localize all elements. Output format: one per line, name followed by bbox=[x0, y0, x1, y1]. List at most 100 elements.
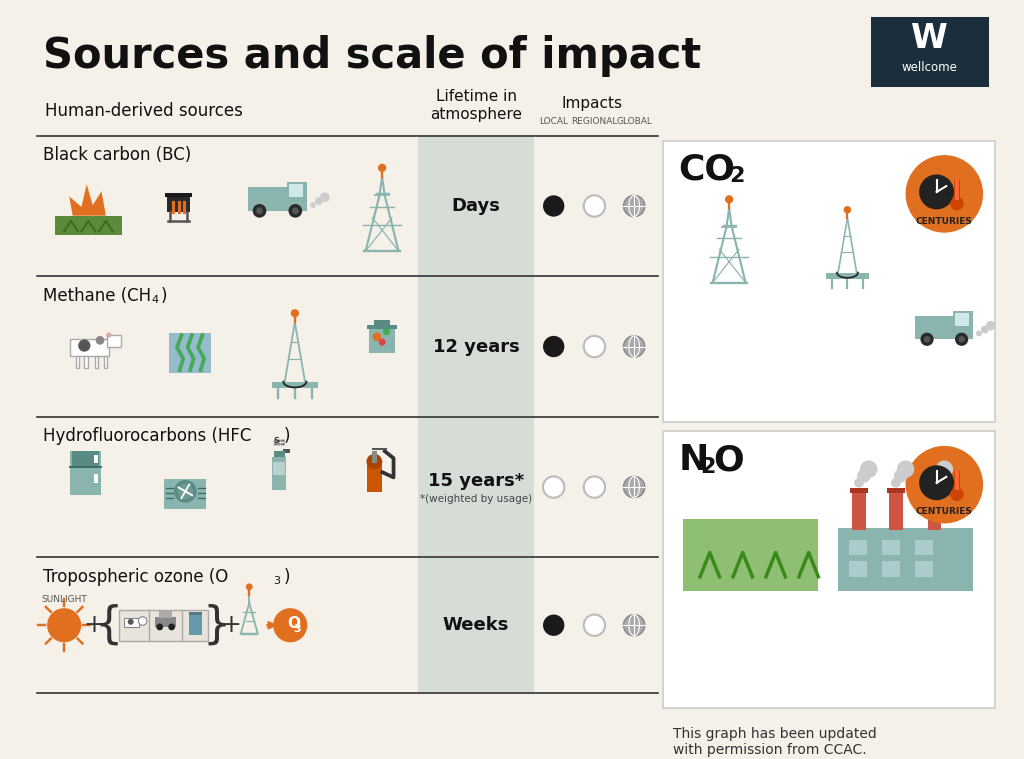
Circle shape bbox=[47, 608, 81, 642]
Text: Hydrofluorocarbons (HFC: Hydrofluorocarbons (HFC bbox=[43, 427, 251, 446]
Text: LOCAL: LOCAL bbox=[540, 117, 568, 126]
Circle shape bbox=[958, 336, 965, 342]
Text: }: } bbox=[203, 603, 231, 647]
Circle shape bbox=[897, 461, 914, 478]
Bar bbox=[76, 356, 79, 368]
Text: 15 years*: 15 years* bbox=[428, 472, 524, 490]
Bar bbox=[887, 487, 904, 493]
Text: +: + bbox=[84, 613, 104, 638]
Circle shape bbox=[106, 332, 112, 338]
Text: wellcome: wellcome bbox=[902, 61, 957, 74]
Bar bbox=[664, 140, 994, 422]
Bar bbox=[159, 610, 172, 619]
Circle shape bbox=[986, 321, 995, 331]
Circle shape bbox=[95, 336, 104, 345]
Text: CENTURIES: CENTURIES bbox=[915, 216, 973, 225]
Bar bbox=[166, 193, 191, 197]
Bar bbox=[369, 326, 395, 352]
Circle shape bbox=[292, 207, 299, 214]
Circle shape bbox=[275, 443, 279, 446]
Bar bbox=[883, 561, 900, 577]
Circle shape bbox=[246, 584, 253, 591]
Circle shape bbox=[174, 480, 197, 502]
Text: This graph has been updated
with permission from CCAC.: This graph has been updated with permiss… bbox=[673, 727, 877, 757]
Bar bbox=[167, 194, 189, 212]
Bar bbox=[418, 136, 535, 693]
Text: {: { bbox=[94, 603, 123, 647]
Bar bbox=[368, 325, 397, 329]
Circle shape bbox=[930, 478, 939, 487]
Circle shape bbox=[584, 477, 605, 498]
Bar bbox=[955, 313, 970, 326]
Circle shape bbox=[584, 615, 605, 636]
Circle shape bbox=[624, 336, 645, 357]
Bar bbox=[870, 17, 989, 87]
Circle shape bbox=[543, 615, 564, 636]
Bar bbox=[954, 471, 959, 493]
Bar bbox=[84, 356, 88, 368]
Circle shape bbox=[543, 477, 564, 498]
Circle shape bbox=[933, 469, 946, 483]
Circle shape bbox=[920, 175, 954, 209]
Circle shape bbox=[275, 439, 279, 442]
Circle shape bbox=[860, 461, 878, 478]
Circle shape bbox=[383, 328, 390, 335]
Bar bbox=[915, 540, 933, 556]
Text: Black carbon (BC): Black carbon (BC) bbox=[43, 146, 191, 164]
Text: REGIONAL: REGIONAL bbox=[571, 117, 617, 126]
Bar bbox=[850, 487, 867, 493]
Text: O: O bbox=[714, 443, 744, 477]
Circle shape bbox=[891, 478, 901, 487]
Bar bbox=[94, 474, 97, 483]
Circle shape bbox=[289, 204, 302, 218]
Bar bbox=[852, 490, 866, 531]
Circle shape bbox=[281, 443, 284, 446]
Bar bbox=[273, 461, 286, 475]
Circle shape bbox=[976, 331, 982, 336]
Bar bbox=[838, 528, 974, 591]
Bar bbox=[955, 471, 958, 490]
Bar bbox=[289, 184, 303, 197]
Circle shape bbox=[291, 309, 299, 317]
Circle shape bbox=[256, 207, 263, 214]
Circle shape bbox=[367, 454, 382, 470]
Bar bbox=[283, 449, 290, 453]
Bar bbox=[188, 613, 203, 635]
Circle shape bbox=[981, 326, 989, 333]
Circle shape bbox=[584, 336, 605, 357]
Text: s: s bbox=[273, 435, 280, 445]
Text: O: O bbox=[287, 616, 300, 631]
Bar bbox=[915, 561, 933, 577]
Bar bbox=[372, 452, 377, 464]
Circle shape bbox=[157, 624, 163, 630]
Circle shape bbox=[624, 195, 645, 216]
Circle shape bbox=[78, 339, 90, 351]
Circle shape bbox=[624, 615, 645, 636]
Circle shape bbox=[543, 195, 564, 216]
Bar bbox=[72, 452, 99, 467]
Bar bbox=[71, 339, 109, 356]
Bar bbox=[372, 448, 387, 450]
Bar bbox=[953, 311, 973, 339]
Text: CENTURIES: CENTURIES bbox=[915, 507, 973, 516]
Text: Impacts: Impacts bbox=[562, 96, 623, 112]
Bar bbox=[915, 317, 953, 339]
Circle shape bbox=[379, 339, 386, 345]
Text: W: W bbox=[911, 22, 948, 55]
Bar bbox=[826, 272, 868, 279]
Bar bbox=[248, 187, 287, 211]
Text: 2: 2 bbox=[700, 457, 716, 477]
Circle shape bbox=[955, 332, 969, 346]
Bar bbox=[287, 182, 307, 211]
Bar bbox=[103, 356, 108, 368]
Bar bbox=[664, 431, 994, 707]
Bar bbox=[954, 181, 959, 202]
Text: 4: 4 bbox=[152, 294, 159, 304]
Circle shape bbox=[319, 193, 330, 202]
Bar bbox=[367, 461, 382, 493]
Circle shape bbox=[950, 487, 964, 501]
Text: Human-derived sources: Human-derived sources bbox=[45, 102, 243, 121]
Circle shape bbox=[315, 197, 323, 205]
Polygon shape bbox=[70, 184, 105, 216]
Circle shape bbox=[373, 332, 381, 342]
